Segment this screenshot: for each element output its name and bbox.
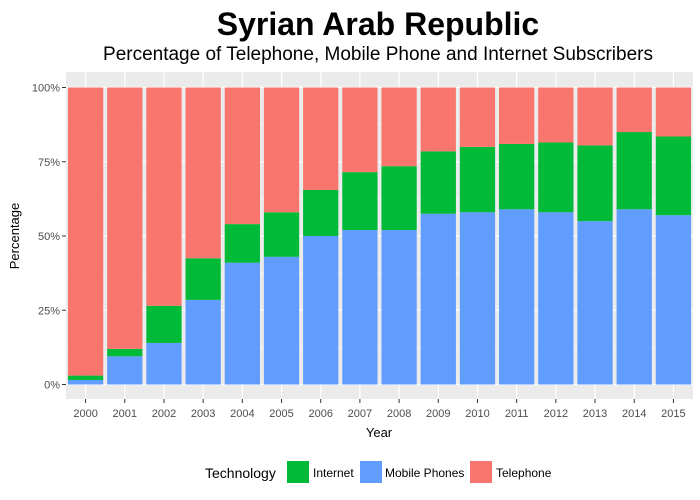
x-tick-label: 2013 <box>583 408 607 420</box>
bar-internet-2000 <box>67 375 104 381</box>
bar-mobile-phones-2011 <box>499 209 535 385</box>
bar-mobile-phones-2014 <box>616 209 652 385</box>
bar-mobile-phones-2012 <box>538 212 574 385</box>
bar-internet-2003 <box>185 258 221 300</box>
bar-telephone-2004 <box>224 87 260 225</box>
bar-mobile-phones-2000 <box>67 380 104 385</box>
legend-label-telephone: Telephone <box>496 466 552 480</box>
bar-mobile-phones-2010 <box>459 212 496 385</box>
bar-internet-2014 <box>616 132 652 210</box>
bar-telephone-2006 <box>303 87 339 190</box>
y-tick-label: 25% <box>38 305 60 317</box>
x-tick-label: 2012 <box>544 408 568 420</box>
bar-telephone-2000 <box>67 87 104 376</box>
bar-telephone-2013 <box>577 87 613 146</box>
bar-mobile-phones-2004 <box>224 262 260 385</box>
y-axis: 0% 25% 50% 75% 100% <box>32 83 66 392</box>
x-tick-label: 2011 <box>505 408 529 420</box>
bar-internet-2012 <box>538 142 574 213</box>
x-axis-title: Year <box>366 425 393 440</box>
x-tick-label: 2003 <box>191 408 215 420</box>
bar-telephone-2015 <box>655 87 692 137</box>
bar-mobile-phones-2009 <box>420 213 456 385</box>
legend-title: Technology <box>205 465 276 481</box>
x-tick-label: 2002 <box>152 408 176 420</box>
legend-label-internet: Internet <box>313 466 354 480</box>
bar-internet-2004 <box>224 224 260 263</box>
x-tick-label: 2010 <box>465 408 489 420</box>
x-tick-label: 2009 <box>426 408 450 420</box>
bar-mobile-phones-2003 <box>185 299 221 385</box>
legend-key-telephone <box>470 461 492 483</box>
legend-key-internet <box>287 461 309 483</box>
y-axis-title: Percentage <box>7 203 22 270</box>
bar-internet-2009 <box>420 151 456 214</box>
bar-mobile-phones-2006 <box>303 236 339 385</box>
chart-title: Syrian Arab Republic <box>216 6 540 42</box>
x-tick-label: 2014 <box>622 408 646 420</box>
bar-internet-2013 <box>577 145 613 222</box>
y-tick-label: 50% <box>38 231 60 243</box>
chart-subtitle: Percentage of Telephone, Mobile Phone an… <box>103 44 653 65</box>
x-tick-label: 2007 <box>348 408 372 420</box>
bar-internet-2002 <box>146 305 182 343</box>
bar-telephone-2005 <box>263 87 300 213</box>
x-axis: 2000 2001 2002 2003 2004 2005 2006 2007 2008 2009… <box>73 399 686 420</box>
bar-mobile-phones-2007 <box>342 230 378 385</box>
y-tick-label: 100% <box>32 83 60 95</box>
legend: Technology Internet Mobile Phones Telephone <box>205 461 552 483</box>
bar-telephone-2002 <box>146 87 182 306</box>
x-tick-label: 2001 <box>113 408 137 420</box>
bar-internet-2007 <box>342 172 378 231</box>
bar-telephone-2009 <box>420 87 456 152</box>
bar-internet-2001 <box>107 348 143 357</box>
bar-telephone-2014 <box>616 87 652 133</box>
bar-internet-2005 <box>263 212 300 257</box>
x-tick-label: 2006 <box>308 408 332 420</box>
bar-internet-2011 <box>499 143 535 210</box>
bar-telephone-2012 <box>538 87 574 143</box>
bar-internet-2006 <box>303 189 339 236</box>
legend-label-mobile-phones: Mobile Phones <box>385 466 464 480</box>
bar-internet-2015 <box>655 136 692 216</box>
x-tick-label: 2015 <box>661 408 685 420</box>
bar-mobile-phones-2005 <box>263 256 300 385</box>
bar-internet-2010 <box>459 146 496 213</box>
bar-internet-2008 <box>381 166 417 231</box>
y-tick-label: 75% <box>38 157 60 169</box>
bar-telephone-2011 <box>499 87 535 144</box>
bars-group <box>67 87 692 385</box>
bar-telephone-2008 <box>381 87 417 167</box>
bar-mobile-phones-2001 <box>107 356 143 385</box>
bar-telephone-2001 <box>107 87 143 349</box>
x-tick-label: 2008 <box>387 408 411 420</box>
bar-mobile-phones-2002 <box>146 342 182 385</box>
legend-key-mobile-phones <box>360 461 382 483</box>
bar-mobile-phones-2015 <box>655 215 692 385</box>
bar-telephone-2010 <box>459 87 496 147</box>
x-tick-label: 2000 <box>73 408 97 420</box>
bar-mobile-phones-2008 <box>381 230 417 385</box>
bar-telephone-2003 <box>185 87 221 259</box>
x-tick-label: 2005 <box>269 408 293 420</box>
y-tick-label: 0% <box>44 380 60 392</box>
bar-telephone-2007 <box>342 87 378 173</box>
x-tick-label: 2004 <box>230 408 254 420</box>
bar-mobile-phones-2013 <box>577 221 613 385</box>
